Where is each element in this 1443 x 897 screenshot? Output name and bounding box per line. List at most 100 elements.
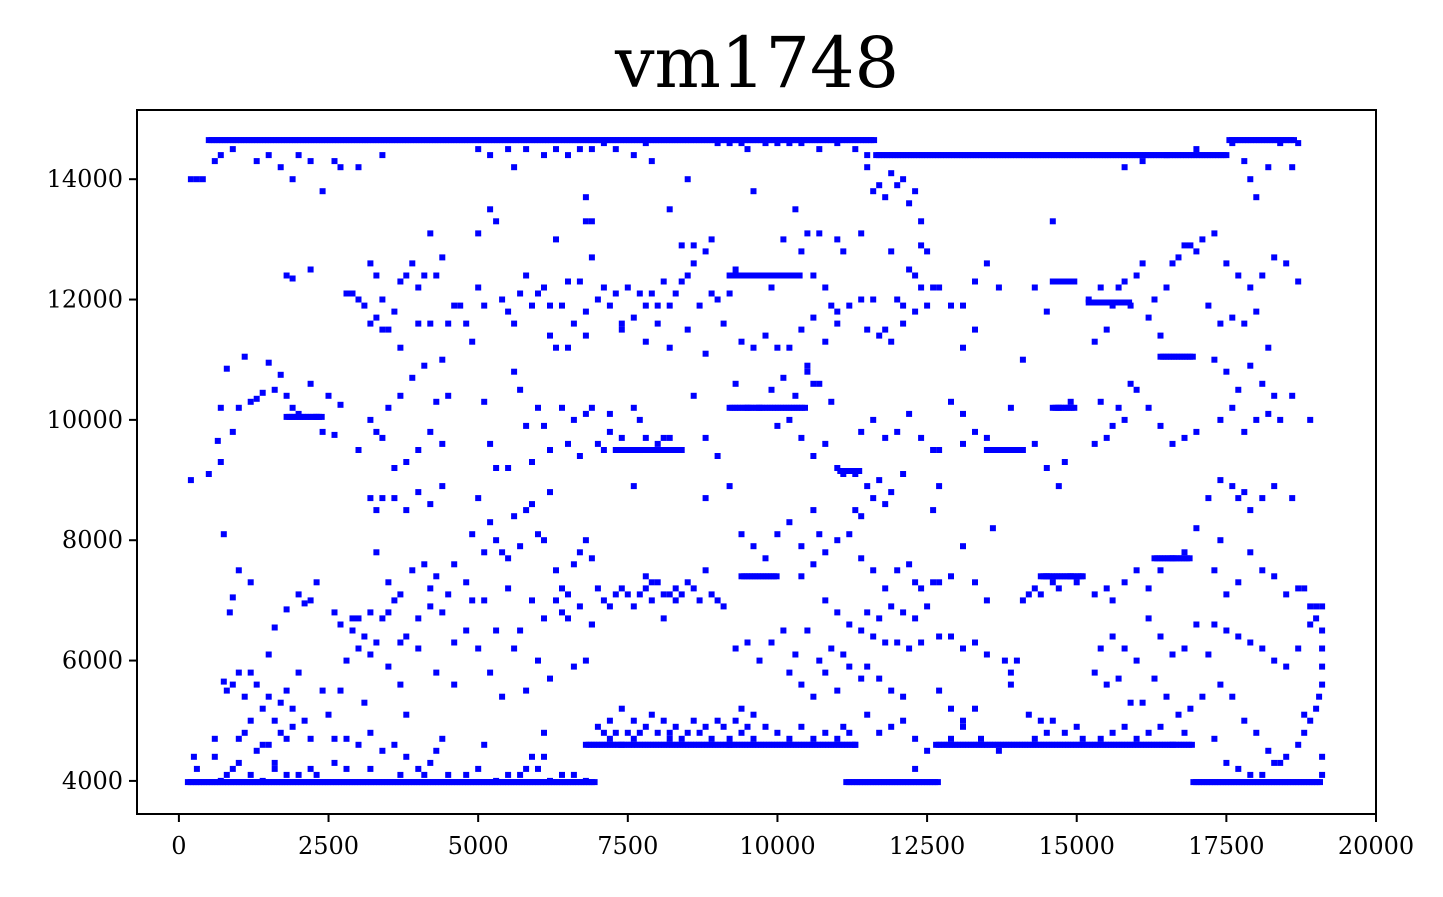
data-point-603 [918,639,925,646]
data-point-201 [367,651,374,658]
data-point-204 [415,645,422,652]
data-point-410 [672,723,679,730]
data-point-749 [1121,723,1128,730]
data-point-849 [1301,711,1308,718]
data-point-762 [1253,194,1260,201]
data-point-332 [666,302,673,309]
data-point-505 [798,573,805,580]
data-point-355 [606,428,613,435]
data-point-515 [792,651,799,658]
data-point-213 [415,765,422,772]
data-point-400 [612,729,619,736]
data-point-663 [1049,717,1056,724]
data-point-423 [750,711,757,718]
data-point-466 [738,338,745,345]
data-point-146 [379,326,386,333]
data-point-716 [1103,585,1110,592]
data-point-255 [505,555,512,562]
data-point-556 [870,188,877,195]
plot-frame [136,109,1377,815]
data-point-819 [1217,681,1224,688]
data-point-432 [714,140,721,147]
x-tick-label: 15000 [1039,832,1115,860]
data-point-824 [1277,759,1284,766]
data-point-519 [840,651,847,658]
data-point-194 [403,633,410,640]
band-point-3 [591,779,598,786]
data-point-115 [409,260,416,267]
data-point-149 [427,320,434,327]
data-point-545 [906,266,913,273]
data-point-203 [397,681,404,688]
data-point-426 [630,735,637,742]
band-point-0 [871,137,878,144]
data-point-839 [1319,645,1326,652]
data-point-676 [1067,398,1074,405]
data-point-564 [876,182,883,189]
data-point-406 [648,711,655,718]
data-point-310 [511,164,518,171]
data-point-482 [828,398,835,405]
data-point-477 [768,386,775,393]
data-point-107 [361,302,368,309]
data-point-845 [1289,495,1296,502]
data-point-311 [523,146,530,153]
data-point-50 [247,669,254,676]
data-point-498 [798,543,805,550]
data-point-791 [1265,410,1272,417]
x-tick-label: 2500 [298,832,359,860]
data-point-158 [379,434,386,441]
band-point-13 [1126,299,1133,306]
data-point-401 [618,705,625,712]
data-point-806 [1259,567,1266,574]
data-point-728 [1109,633,1116,640]
data-point-321 [600,284,607,291]
data-point-644 [960,723,966,730]
data-point-269 [588,555,595,562]
data-point-599 [870,633,877,640]
data-point-729 [1121,645,1128,652]
data-point-738 [1103,681,1110,688]
data-point-33 [247,579,254,586]
data-point-111 [385,326,392,333]
data-point-514 [780,627,787,634]
data-point-110 [379,296,386,303]
data-point-399 [606,717,613,724]
data-point-307 [475,146,482,153]
data-point-164 [355,447,362,453]
data-point-42 [307,597,314,604]
data-point-81 [229,765,236,772]
data-point-767 [1211,230,1218,237]
data-point-359 [654,440,661,447]
data-point-52 [259,705,266,712]
data-point-655 [1043,573,1050,580]
data-point-342 [726,290,733,297]
data-point-842 [1319,753,1326,760]
data-point-431 [648,158,655,165]
data-point-175 [385,579,392,586]
data-point-501 [822,549,829,556]
data-point-630 [948,573,954,580]
data-point-721 [1157,567,1164,574]
data-point-525 [846,663,853,670]
data-point-23 [289,404,296,411]
data-point-832 [1295,741,1302,748]
data-point-250 [475,495,482,502]
data-point-273 [517,627,524,634]
data-point-807 [1271,573,1278,580]
data-point-441 [852,146,859,153]
data-point-247 [565,344,571,351]
data-point-425 [618,741,625,748]
data-point-638 [983,651,990,658]
data-point-390 [708,591,715,598]
data-point-182 [427,585,434,592]
data-point-493 [738,531,745,538]
data-point-79 [217,777,224,784]
data-point-541 [882,326,889,333]
data-point-658 [1067,573,1074,580]
data-point-142 [582,308,589,315]
data-point-59 [301,717,308,724]
data-point-596 [912,615,919,622]
data-point-577 [900,471,907,477]
x-tick-label: 5000 [448,832,509,860]
